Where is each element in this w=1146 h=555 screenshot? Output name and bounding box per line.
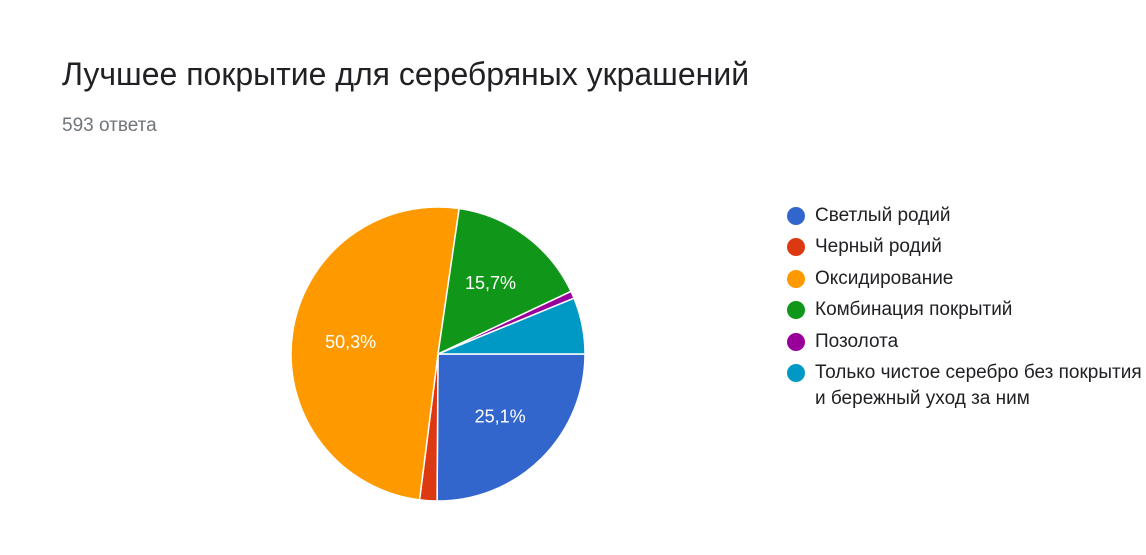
legend-label: Черный родий [815,236,942,258]
legend-swatch [787,207,805,225]
pie-data-label-2: 50,3% [325,332,376,352]
legend-label: Позолота [815,330,899,352]
pie-slice-0 [436,353,586,502]
legend-swatch [787,332,805,351]
pie-slice-5 [437,297,586,355]
legend-swatch [787,238,805,257]
chart-title: Лучшее покрытие для серебряных украшений [62,56,750,92]
legend-label: Светлый родий [815,205,951,226]
pie-slice-3 [437,207,573,356]
legend-item-1[interactable]: Черный родий [787,234,1145,260]
legend-item-2[interactable]: Оксидирование [787,266,1145,292]
chart-legend: Светлый родий Черный родий Оксидирование Ко… [787,203,1145,417]
pie-slice-2 [290,206,461,501]
legend-swatch [787,363,805,382]
legend-swatch [787,269,805,288]
legend-label: Комбинация покрытий [815,299,1013,321]
legend-item-5[interactable]: Только чистое серебро без покрытия и бер… [787,360,1145,412]
pie-data-label-0: 25,1% [475,407,526,427]
legend-label: Только чистое серебро без покрытия и бер… [815,361,1142,409]
pie-slices [290,206,586,502]
pie-data-label-3: 15,7% [465,273,516,293]
pie-data-labels: 25,1% 50,3% 15,7% [325,273,526,426]
legend-item-4[interactable]: Позолота [787,329,1145,355]
legend-item-0[interactable]: Светлый родий [787,203,1145,229]
legend-swatch [787,301,805,320]
legend-item-3[interactable]: Комбинация покрытий [787,297,1145,323]
response-count: 593 ответа [62,115,157,136]
legend-label: Оксидирование [815,267,954,289]
